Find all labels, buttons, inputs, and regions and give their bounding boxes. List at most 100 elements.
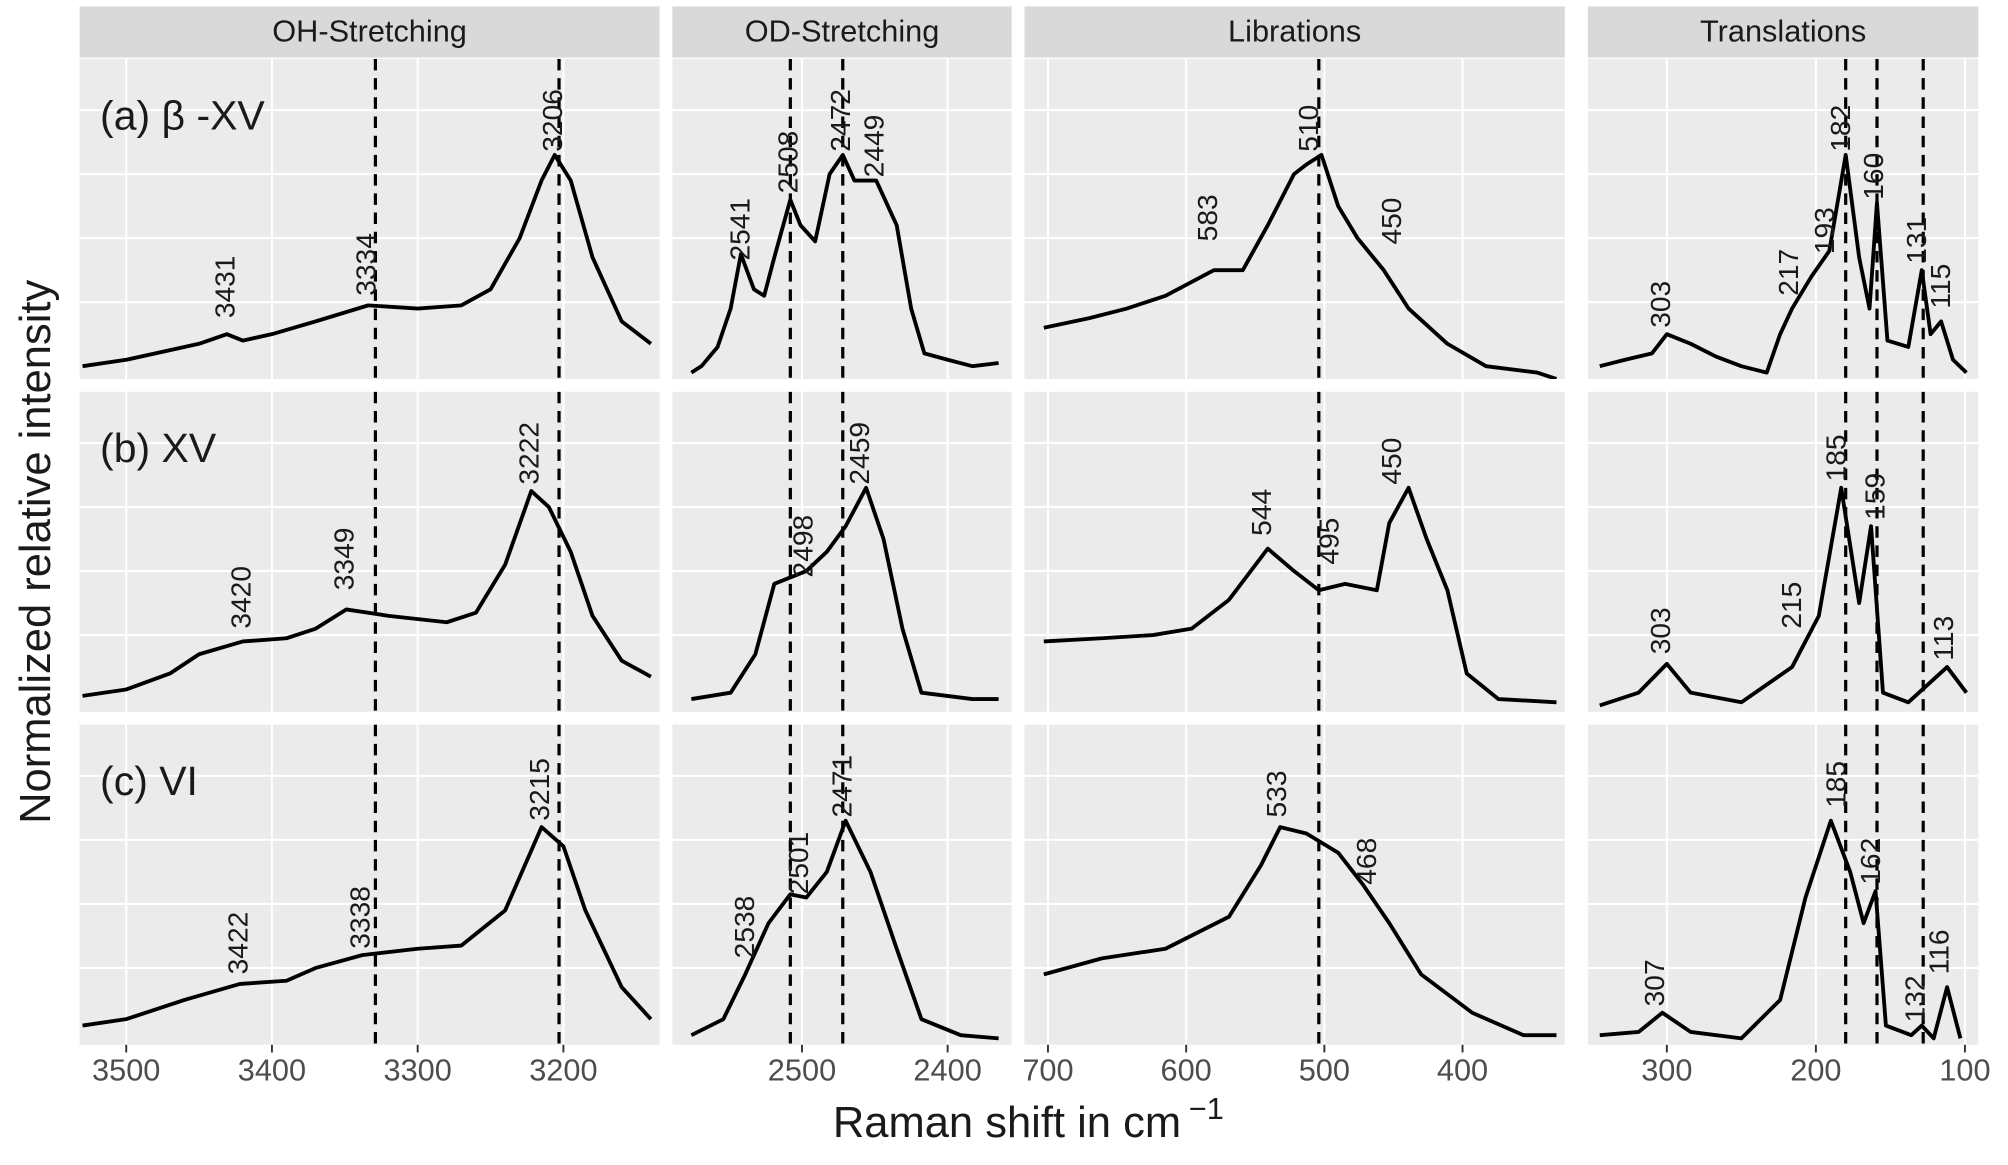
peak-label: 510 xyxy=(1293,105,1324,152)
peak-label: 113 xyxy=(1928,616,1959,661)
peak-label: 307 xyxy=(1639,959,1670,1006)
peak-label: 495 xyxy=(1314,518,1345,565)
spectrum-line xyxy=(1043,153,1558,379)
panel-plot xyxy=(1599,391,1968,712)
panel-plot xyxy=(690,724,999,1045)
peak-label: 2459 xyxy=(844,422,875,485)
panel-background xyxy=(1024,58,1565,379)
peak-label: 583 xyxy=(1192,194,1223,241)
spectrum-line xyxy=(82,825,653,1028)
x-tick-label: 100 xyxy=(1939,1053,1990,1088)
y-axis-title: Normalized relative intensity xyxy=(12,280,60,824)
row-label: (a) β -XV xyxy=(100,92,265,138)
panel: 533 468 xyxy=(1024,724,1565,1045)
spectrum-line xyxy=(82,153,653,369)
peak-label: 185 xyxy=(1821,434,1852,481)
panel: 544 495 450 xyxy=(1024,391,1565,712)
row-label: (c) VI xyxy=(100,758,198,804)
x-tick-label: 700 xyxy=(1022,1053,1073,1088)
peak-label: 159 xyxy=(1859,473,1890,520)
peak-label: 115 xyxy=(1925,264,1956,309)
panel-background xyxy=(1024,391,1565,712)
peak-label: 3349 xyxy=(329,528,360,591)
panel: 2541 2508 2472 2449 xyxy=(672,58,1012,379)
panel: 3431 3334 3206 (a) β -XV xyxy=(79,58,660,379)
panel-plot xyxy=(691,391,999,712)
peak-label: 303 xyxy=(1645,281,1676,328)
spectrum-line xyxy=(1043,825,1557,1038)
x-tick-label: 3200 xyxy=(529,1053,597,1088)
strip xyxy=(672,6,1012,58)
x-tick-label: 3300 xyxy=(384,1053,452,1088)
strip xyxy=(79,6,660,58)
spectrum-line xyxy=(1599,153,1968,375)
x-tick-label: 200 xyxy=(1790,1053,1841,1088)
panel-plot xyxy=(1043,58,1558,379)
panel-plot xyxy=(1599,58,1968,379)
peak-label: 2471 xyxy=(827,755,858,818)
peak-label: 2472 xyxy=(825,89,856,152)
x-tick-label: 3500 xyxy=(92,1053,160,1088)
peak-label: 544 xyxy=(1246,489,1277,536)
panel-plot xyxy=(82,58,653,379)
spectrum-line xyxy=(690,153,999,375)
x-tick-label: 300 xyxy=(1641,1053,1692,1088)
peak-label: 162 xyxy=(1855,838,1886,885)
panel: 3422 3338 3215 (c) VI xyxy=(79,724,660,1045)
peak-label: 217 xyxy=(1773,249,1804,296)
spectrum-line xyxy=(1599,485,1968,708)
panel-background xyxy=(1587,391,1979,712)
x-tick-label: 500 xyxy=(1299,1053,1350,1088)
peak-label: 3334 xyxy=(351,233,382,296)
panel: 3420 3349 3222 (b) XV xyxy=(79,391,660,712)
peak-label: 3222 xyxy=(514,422,545,485)
peak-label: 2541 xyxy=(725,198,756,261)
panel-plot xyxy=(1599,724,1963,1045)
panel-plot xyxy=(1043,724,1557,1045)
x-tick-label: 600 xyxy=(1161,1053,1212,1088)
strip-title: Librations xyxy=(1228,13,1361,48)
peak-label: 2449 xyxy=(859,115,890,178)
peak-label: 3431 xyxy=(209,256,240,319)
peak-label: 2501 xyxy=(783,832,814,895)
peak-label: 182 xyxy=(1825,105,1856,152)
panel-plot xyxy=(82,391,652,712)
peak-label: 215 xyxy=(1776,582,1807,629)
spectrum-line xyxy=(82,489,652,698)
panel: 2498 2459 xyxy=(672,391,1012,712)
peak-label: 3420 xyxy=(225,566,256,629)
peak-label: 3338 xyxy=(345,886,376,949)
peak-label: 2498 xyxy=(787,515,818,578)
peak-label: 2538 xyxy=(729,896,760,959)
peak-label: 132 xyxy=(1900,975,1931,1022)
x-tick-label: 400 xyxy=(1437,1053,1488,1088)
x-tick-label: 3400 xyxy=(238,1053,306,1088)
peak-label: 533 xyxy=(1261,771,1292,818)
x-axis-title-text: Raman shift in cm xyxy=(833,1099,1181,1147)
panel-background xyxy=(1024,724,1565,1045)
spectrum-line xyxy=(691,485,999,701)
peak-label: 450 xyxy=(1376,198,1407,245)
spectrum-line xyxy=(690,818,999,1041)
peak-label: 131 xyxy=(1901,217,1932,264)
peak-label: 116 xyxy=(1924,929,1955,974)
peak-label: 468 xyxy=(1351,838,1382,885)
peak-label: 3206 xyxy=(537,89,568,152)
panel: 583 510 450 xyxy=(1024,58,1565,379)
panel: 2538 2501 2471 xyxy=(672,724,1012,1045)
x-tick-label: 2400 xyxy=(913,1053,981,1088)
peak-label: 303 xyxy=(1645,607,1676,654)
panel-plot xyxy=(82,724,653,1045)
peak-label: 3422 xyxy=(222,912,253,975)
strip-title: OH-Stretching xyxy=(272,13,467,48)
peak-label: 2508 xyxy=(773,131,804,194)
peak-label: 193 xyxy=(1809,207,1840,254)
strip xyxy=(1587,6,1979,58)
strip-title: OD-Stretching xyxy=(745,13,940,48)
x-tick-label: 2500 xyxy=(768,1053,836,1088)
